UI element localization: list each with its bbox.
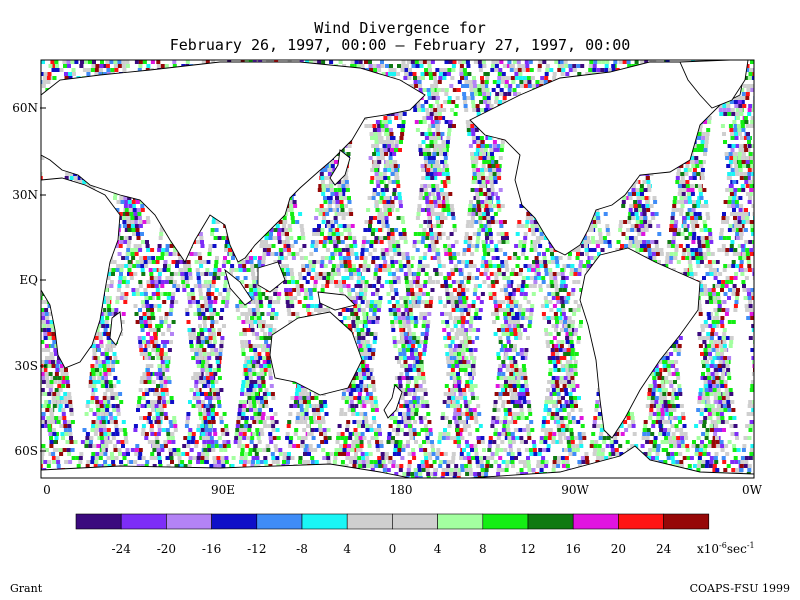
colorbar-swatch <box>346 513 393 530</box>
colorbar-tick-label: 12 <box>520 542 535 556</box>
colorbar-swatch <box>392 513 438 530</box>
swath <box>305 60 388 478</box>
lat-label: EQ <box>19 273 38 287</box>
colorbar-swatch <box>256 513 303 530</box>
colorbar-swatch <box>572 513 619 530</box>
colorbar-tick-label: 8 <box>479 542 487 556</box>
colorbar-tick-label: 0 <box>389 542 397 556</box>
lon-label: 0 <box>43 483 51 497</box>
colorbar-swatch <box>301 513 348 530</box>
colorbar-tick-label: 16 <box>566 542 581 556</box>
colorbar-tick-labels: -24 -20 -16 -12 -8 4 0 4 8 12 16 20 24 <box>112 542 672 556</box>
new-zealand-landmass <box>383 384 403 419</box>
lon-label: 0W <box>742 483 763 497</box>
colorbar-swatch <box>211 513 258 530</box>
colorbar-unit-label: x10-6sec-1 <box>697 541 755 556</box>
colorbar-tick-label: -16 <box>202 542 221 556</box>
africa-landmass <box>41 177 121 369</box>
madagascar-landmass <box>109 311 123 346</box>
sumatra-landmass <box>224 268 253 306</box>
lat-label: 60S <box>15 444 39 458</box>
colorbar-swatch <box>618 513 664 530</box>
borneo-landmass <box>257 261 286 293</box>
colorbar-tick-label: 24 <box>656 542 672 556</box>
continents <box>41 60 754 478</box>
swath <box>765 60 800 480</box>
north-america-landmass <box>469 61 746 256</box>
new-guinea-landmass <box>317 291 356 311</box>
colorbar-swatch <box>75 513 122 530</box>
colorbar-swatch <box>120 513 167 530</box>
swath <box>0 60 31 480</box>
colorbar-tick-label: -20 <box>157 542 176 556</box>
colorbar-tick-label: -24 <box>112 542 132 556</box>
south-america-landmass <box>579 247 701 439</box>
chart-title-line-1: Wind Divergence for <box>314 19 486 37</box>
lat-label: 30S <box>15 359 39 373</box>
lon-label: 90W <box>561 483 589 497</box>
lon-label: 90E <box>211 483 235 497</box>
footer-credit: COAPS-FSU 1999 <box>689 582 790 595</box>
swath <box>738 364 754 478</box>
colorbar-tick-label: 4 <box>343 542 351 556</box>
colorbar-swatch <box>482 513 529 530</box>
colorbar-tick-label: 20 <box>611 542 626 556</box>
japan-landmass <box>329 149 351 186</box>
colorbar-tick-label: -12 <box>247 542 266 556</box>
lat-label: 30N <box>12 188 38 202</box>
greenland-landmass <box>679 60 749 109</box>
swath <box>406 60 490 478</box>
colorbar-tick-label: -8 <box>296 542 308 556</box>
swath <box>790 60 800 480</box>
lat-label: 60N <box>12 101 38 115</box>
colorbar-tick-label: 4 <box>434 542 442 556</box>
swath <box>457 60 538 478</box>
latitude-labels: 60N 30N EQ 30S 60S <box>12 101 46 458</box>
antarctica-landmass <box>41 445 754 478</box>
chart-title-line-2: February 26, 1997, 00:00 – February 27, … <box>169 36 631 54</box>
colorbar-swatch <box>437 513 484 530</box>
colorbar-swatch <box>527 513 574 530</box>
longitude-labels: 0 90E 180 90W 0W <box>43 483 762 497</box>
colorbar-swatch <box>663 513 710 530</box>
lon-label: 180 <box>390 483 413 497</box>
swath <box>102 60 184 478</box>
footer-author: Grant <box>10 582 43 595</box>
colorbar <box>75 513 710 530</box>
eurasia-landmass <box>41 61 426 263</box>
colorbar-swatch <box>166 513 212 530</box>
map-frame <box>40 59 755 479</box>
australia-landmass <box>269 311 363 396</box>
